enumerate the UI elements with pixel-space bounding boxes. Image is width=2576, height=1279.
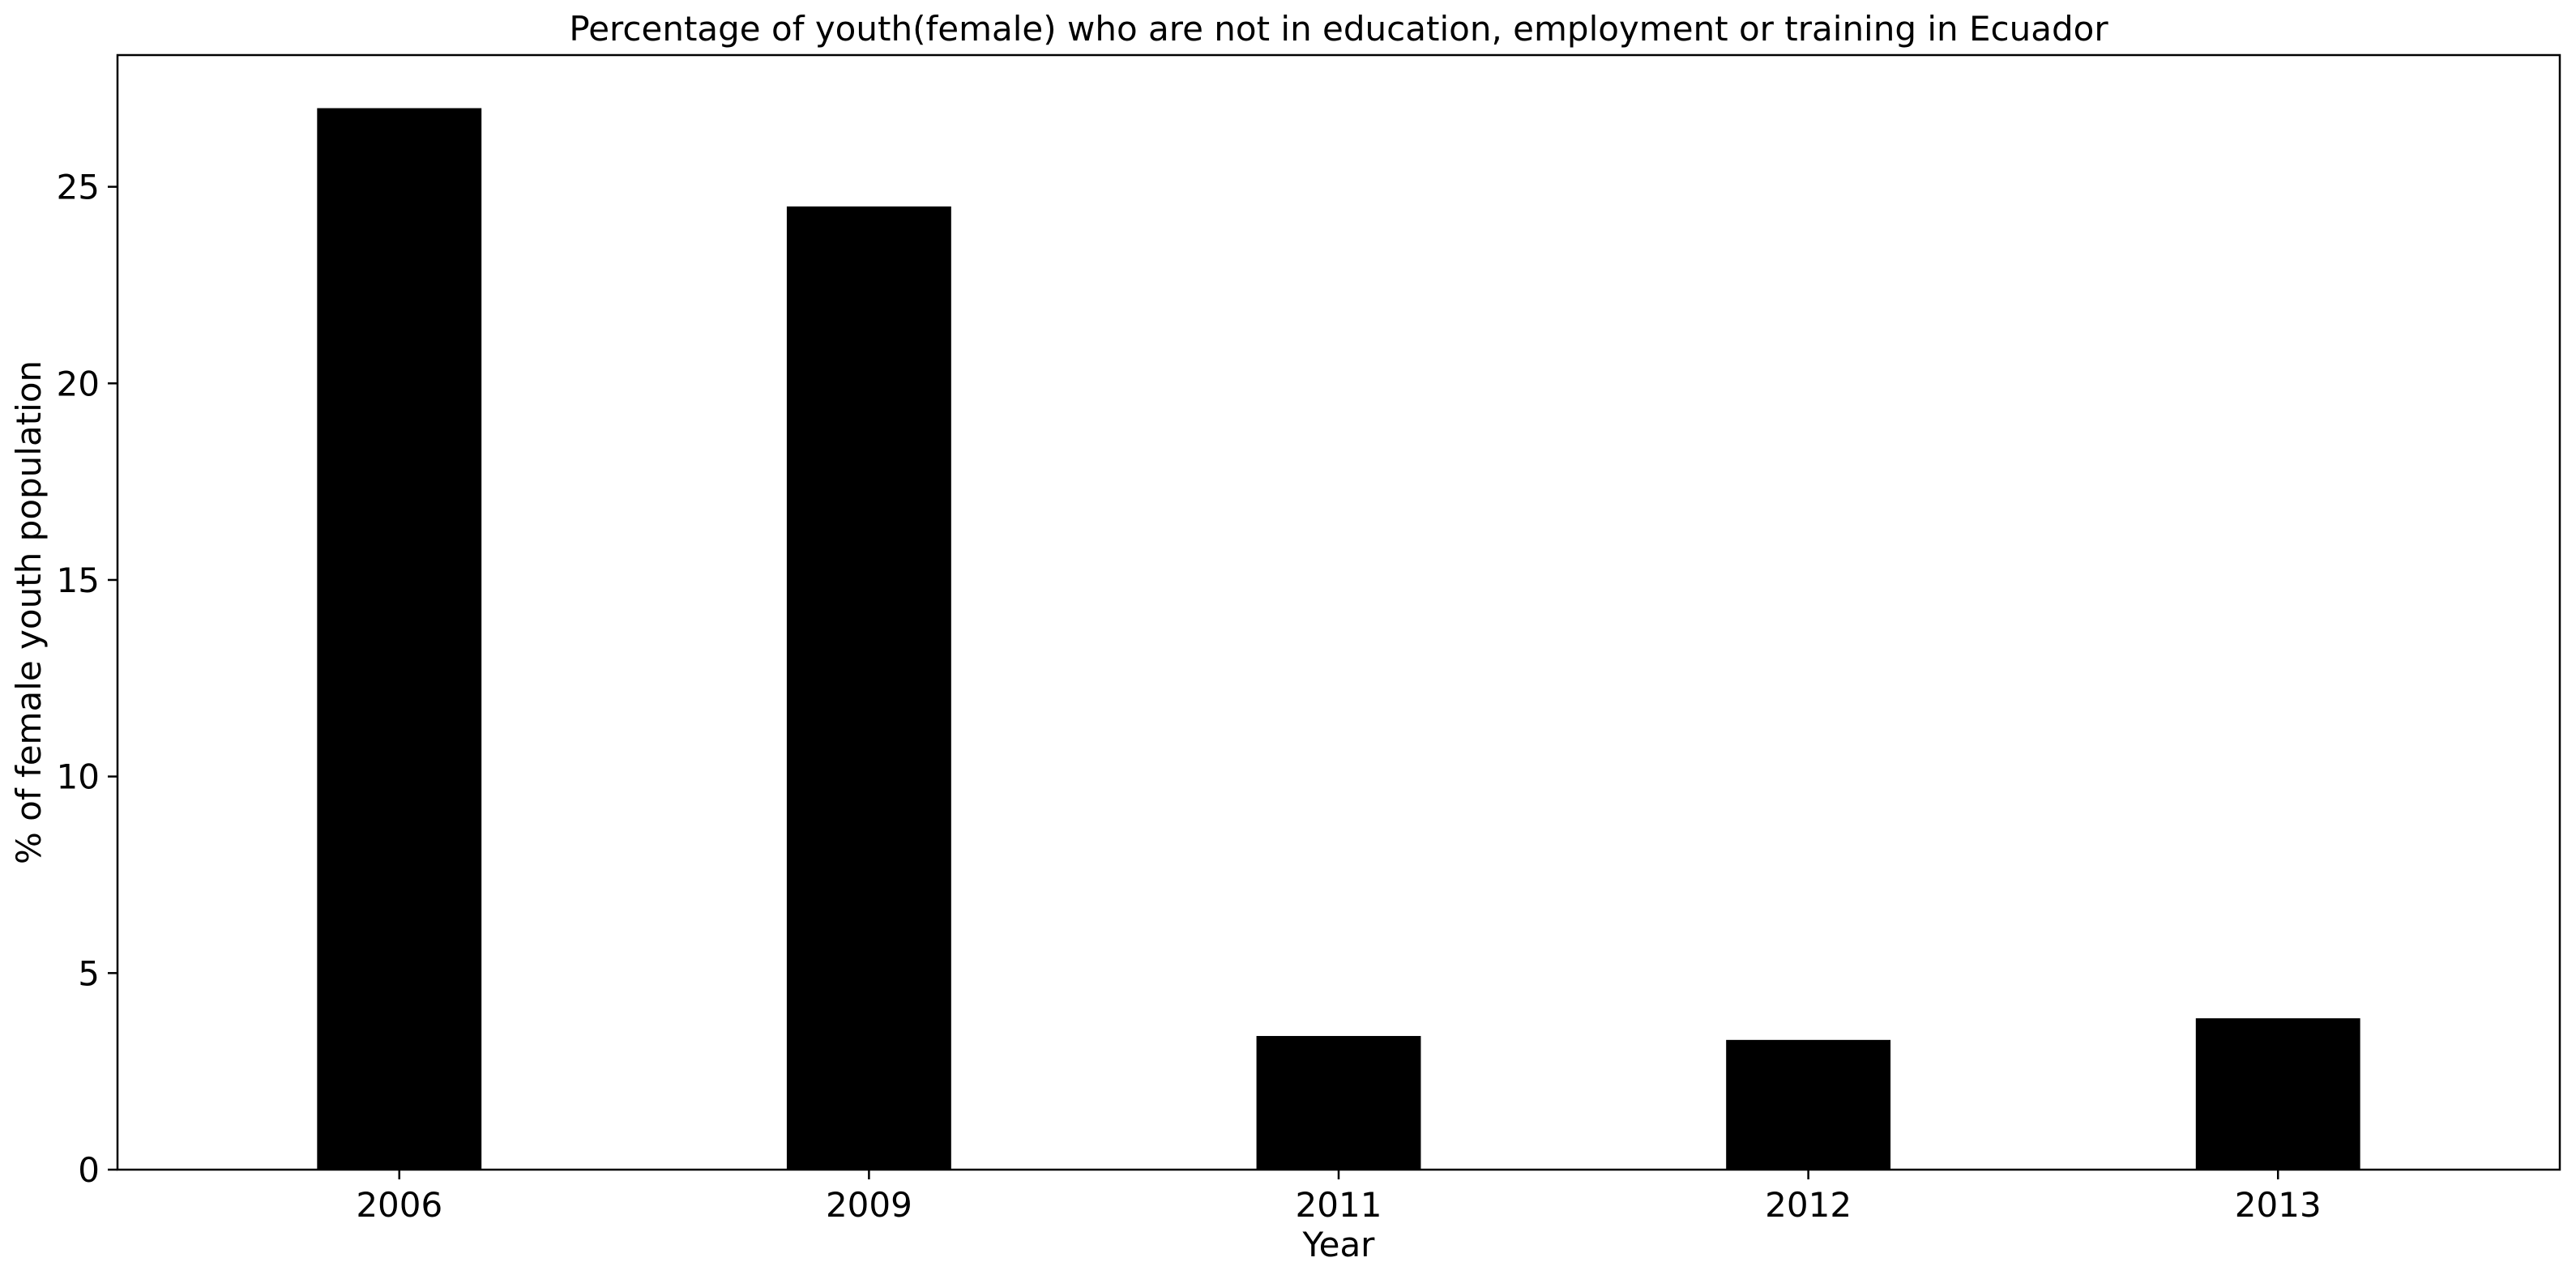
y-axis-label: % of female youth population — [9, 360, 49, 864]
plot-area-frame — [116, 53, 2561, 1171]
bar-2013 — [2195, 1018, 2360, 1170]
bar-2006 — [317, 108, 482, 1170]
y-tick-label: 10 — [57, 757, 100, 797]
y-tick-label: 5 — [78, 953, 100, 993]
x-tick-label: 2009 — [826, 1185, 912, 1225]
y-tick-label: 15 — [57, 561, 100, 600]
x-tick-label: 2011 — [1296, 1185, 1382, 1225]
chart-title: Percentage of youth(female) who are not … — [569, 9, 2108, 49]
bar-2011 — [1256, 1035, 1421, 1170]
bar-2012 — [1726, 1039, 1891, 1170]
x-axis-ticks: 2006 2009 2011 2012 2013 — [356, 1170, 2322, 1225]
y-tick-label: 20 — [57, 364, 100, 403]
y-tick-label: 25 — [57, 168, 100, 207]
bars-group — [317, 108, 2360, 1170]
bar-2009 — [786, 206, 951, 1170]
x-tick-label: 2006 — [356, 1185, 442, 1225]
y-tick-label: 0 — [78, 1150, 100, 1190]
x-axis-label: Year — [1302, 1225, 1376, 1264]
y-axis-ticks: 0 5 10 15 20 25 — [57, 168, 117, 1190]
x-tick-label: 2012 — [1765, 1185, 1852, 1225]
x-tick-label: 2013 — [2235, 1185, 2322, 1225]
